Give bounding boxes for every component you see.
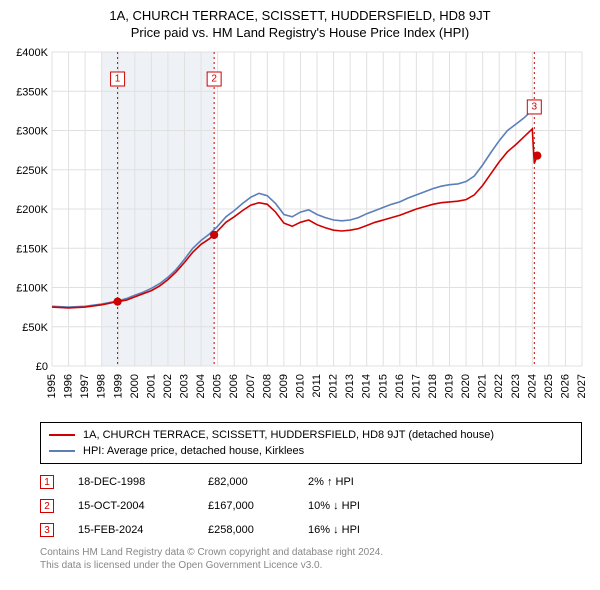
event-price-2: £167,000	[208, 500, 308, 512]
svg-text:2015: 2015	[377, 374, 389, 398]
chart-container: 1A, CHURCH TERRACE, SCISSETT, HUDDERSFIE…	[0, 0, 600, 578]
svg-text:1999: 1999	[112, 374, 124, 398]
event-date-3: 15-FEB-2024	[78, 524, 208, 536]
svg-text:2004: 2004	[195, 374, 207, 398]
event-date-1: 18-DEC-1998	[78, 476, 208, 488]
svg-text:£250K: £250K	[16, 165, 48, 177]
svg-text:1997: 1997	[79, 374, 91, 398]
svg-text:2022: 2022	[493, 374, 505, 398]
svg-text:2019: 2019	[444, 374, 456, 398]
event-hpi-1: 2% ↑ HPI	[308, 476, 428, 488]
svg-text:2013: 2013	[344, 374, 356, 398]
svg-text:2000: 2000	[129, 374, 141, 398]
event-table: 1 18-DEC-1998 £82,000 2% ↑ HPI 2 15-OCT-…	[40, 470, 582, 542]
svg-text:2016: 2016	[394, 374, 406, 398]
price-chart: £0 £50K £100K £150K £200K £250K £300K £350K £400…	[6, 46, 594, 416]
legend-label-hpi: HPI: Average price, detached house, Kirk…	[83, 445, 304, 457]
license-line-2: This data is licensed under the Open Gov…	[40, 559, 582, 572]
event-price-1: £82,000	[208, 476, 308, 488]
svg-text:£200K: £200K	[16, 204, 48, 216]
svg-text:2018: 2018	[427, 374, 439, 398]
svg-text:1996: 1996	[63, 374, 75, 398]
legend-swatch-hpi	[49, 450, 75, 452]
legend-label-property: 1A, CHURCH TERRACE, SCISSETT, HUDDERSFIE…	[83, 429, 494, 441]
svg-text:1995: 1995	[46, 374, 58, 398]
event-row-3: 3 15-FEB-2024 £258,000 16% ↓ HPI	[40, 518, 582, 542]
svg-text:2023: 2023	[510, 374, 522, 398]
svg-text:2024: 2024	[526, 374, 538, 398]
event-date-2: 15-OCT-2004	[78, 500, 208, 512]
event-marker-3: 3	[40, 523, 54, 537]
legend-item-hpi: HPI: Average price, detached house, Kirk…	[49, 443, 573, 459]
event-price-3: £258,000	[208, 524, 308, 536]
svg-text:2003: 2003	[179, 374, 191, 398]
legend: 1A, CHURCH TERRACE, SCISSETT, HUDDERSFIE…	[40, 422, 582, 464]
event-marker-2: 2	[40, 499, 54, 513]
svg-text:2021: 2021	[477, 374, 489, 398]
svg-text:3: 3	[532, 101, 538, 112]
svg-text:2026: 2026	[559, 374, 571, 398]
event-hpi-3: 16% ↓ HPI	[308, 524, 428, 536]
svg-text:2014: 2014	[361, 374, 373, 398]
svg-text:£50K: £50K	[22, 322, 48, 334]
chart-area: £0 £50K £100K £150K £200K £250K £300K £350K £400…	[6, 46, 594, 416]
svg-text:2011: 2011	[311, 374, 323, 398]
license-line-1: Contains HM Land Registry data © Crown c…	[40, 546, 582, 559]
svg-text:£100K: £100K	[16, 283, 48, 295]
chart-title-address: 1A, CHURCH TERRACE, SCISSETT, HUDDERSFIE…	[6, 8, 594, 23]
svg-text:2012: 2012	[328, 374, 340, 398]
svg-text:2005: 2005	[212, 374, 224, 398]
svg-text:2008: 2008	[261, 374, 273, 398]
svg-text:2006: 2006	[228, 374, 240, 398]
svg-text:1998: 1998	[96, 374, 108, 398]
event-hpi-2: 10% ↓ HPI	[308, 500, 428, 512]
svg-text:2007: 2007	[245, 374, 257, 398]
svg-text:2009: 2009	[278, 374, 290, 398]
event-row-1: 1 18-DEC-1998 £82,000 2% ↑ HPI	[40, 470, 582, 494]
svg-text:£300K: £300K	[16, 126, 48, 138]
event-row-2: 2 15-OCT-2004 £167,000 10% ↓ HPI	[40, 494, 582, 518]
svg-text:2001: 2001	[145, 374, 157, 398]
chart-title-subtitle: Price paid vs. HM Land Registry's House …	[6, 25, 594, 40]
svg-text:£350K: £350K	[16, 86, 48, 98]
svg-text:2002: 2002	[162, 374, 174, 398]
legend-item-property: 1A, CHURCH TERRACE, SCISSETT, HUDDERSFIE…	[49, 427, 573, 443]
svg-text:2010: 2010	[294, 374, 306, 398]
svg-text:2020: 2020	[460, 374, 472, 398]
svg-text:£400K: £400K	[16, 47, 48, 59]
svg-text:2: 2	[211, 74, 217, 85]
svg-text:1: 1	[115, 74, 121, 85]
svg-text:£150K: £150K	[16, 243, 48, 255]
legend-swatch-property	[49, 434, 75, 436]
svg-text:2025: 2025	[543, 374, 555, 398]
license-text: Contains HM Land Registry data © Crown c…	[40, 546, 582, 572]
svg-text:2017: 2017	[410, 374, 422, 398]
svg-text:£0: £0	[36, 361, 48, 373]
svg-text:2027: 2027	[576, 374, 588, 398]
event-marker-1: 1	[40, 475, 54, 489]
